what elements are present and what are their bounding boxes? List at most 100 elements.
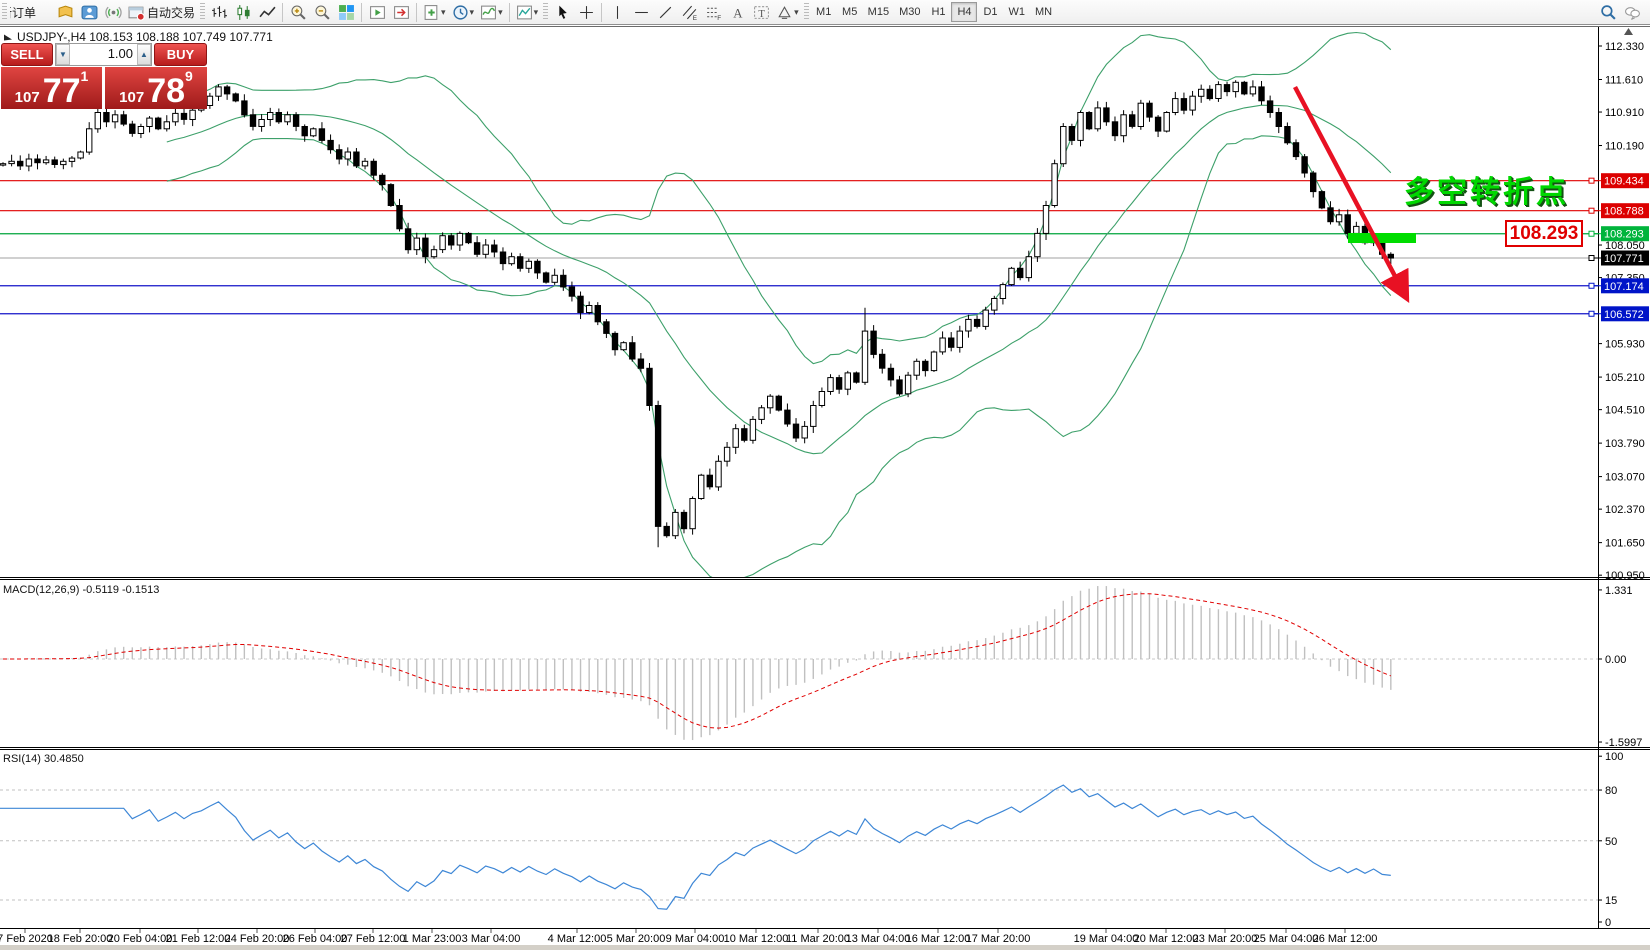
svg-text:0: 0: [1605, 917, 1611, 929]
title-arrow-icon: [4, 33, 12, 41]
chart-shift-marker: [1624, 28, 1633, 35]
zoom-out-icon[interactable]: [310, 1, 334, 23]
timeframe-M15[interactable]: M15: [863, 2, 894, 22]
toolbar-grip[interactable]: [200, 3, 206, 21]
timeframe-H4[interactable]: H4: [951, 2, 978, 22]
buy-price-main: 78: [147, 72, 186, 110]
chart-shift-icon[interactable]: [389, 1, 413, 23]
buy-price-button[interactable]: 107 78 9: [105, 67, 207, 109]
sell-price-handle: 107: [14, 89, 40, 106]
timeframe-M1[interactable]: M1: [811, 2, 837, 22]
auto-scroll-icon[interactable]: [365, 1, 389, 23]
autotrading-button[interactable]: 自动交易: [125, 1, 198, 23]
sell-price-button[interactable]: 107 77 1: [1, 67, 102, 109]
cursor-tool[interactable]: [550, 1, 574, 23]
trendline-tool[interactable]: [653, 1, 677, 23]
svg-text:1.331: 1.331: [1605, 585, 1633, 597]
bar-chart-icon[interactable]: [207, 1, 231, 23]
sell-price-pip: 1: [80, 68, 89, 84]
svg-text:108.050: 108.050: [1605, 240, 1645, 252]
svg-text:1 Mar 23:00: 1 Mar 23:00: [403, 933, 462, 945]
sell-button[interactable]: SELL: [1, 43, 53, 66]
sell-price-main: 77: [42, 72, 81, 110]
svg-text:13 Mar 04:00: 13 Mar 04:00: [846, 933, 911, 945]
search-icon[interactable]: [1596, 1, 1620, 23]
svg-text:112.330: 112.330: [1605, 41, 1644, 53]
annotation-text: 多空转折点: [1404, 176, 1569, 209]
price-badge: [1601, 306, 1649, 322]
rsi-label: RSI(14) 30.4850: [3, 753, 84, 765]
timeframe-H1[interactable]: H1: [925, 2, 951, 22]
svg-text:109.434: 109.434: [1604, 176, 1644, 188]
horizontal-line-tool[interactable]: [629, 1, 653, 23]
timeframe-bar: M1 M5 M15 M30 H1 H4 D1 W1 MN: [811, 2, 1057, 22]
timeframe-M30[interactable]: M30: [894, 2, 925, 22]
svg-text:0.00: 0.00: [1605, 654, 1626, 666]
buy-button[interactable]: BUY: [154, 43, 207, 66]
text-label-tool[interactable]: T: [749, 1, 773, 23]
price-badge: [1601, 226, 1649, 242]
timeframe-M5[interactable]: M5: [837, 2, 863, 22]
svg-text:18 Feb 20:00: 18 Feb 20:00: [48, 933, 113, 945]
toolbar-grip[interactable]: [543, 3, 549, 21]
svg-text:50: 50: [1605, 836, 1617, 848]
svg-text:103.070: 103.070: [1605, 472, 1645, 484]
svg-text:111.610: 111.610: [1605, 74, 1643, 86]
svg-text:-1.5997: -1.5997: [1605, 737, 1642, 749]
svg-text:100: 100: [1605, 751, 1623, 763]
svg-text:106.572: 106.572: [1604, 309, 1644, 321]
toolbar-grip[interactable]: [803, 3, 809, 21]
signal-icon[interactable]: [101, 1, 125, 23]
fibonacci-tool[interactable]: F: [701, 1, 725, 23]
timeframe-D1[interactable]: D1: [977, 2, 1003, 22]
volume-decrease-button[interactable]: ▼: [56, 44, 70, 65]
tile-windows-icon[interactable]: [334, 1, 358, 23]
timeframe-W1[interactable]: W1: [1003, 2, 1030, 22]
text-tool[interactable]: A: [725, 1, 749, 23]
price-callout: 108.293: [1505, 220, 1583, 247]
svg-text:17 Mar 20:00: 17 Mar 20:00: [966, 933, 1031, 945]
svg-text:9 Mar 04:00: 9 Mar 04:00: [666, 933, 725, 945]
volume-input[interactable]: 1.00: [107, 46, 133, 61]
templates-dropdown[interactable]: ▾: [513, 1, 542, 23]
candlestick-series: [0, 80, 1394, 548]
svg-text:27 Feb 12:00: 27 Feb 12:00: [341, 933, 406, 945]
arrows-dropdown[interactable]: ▾: [773, 1, 802, 23]
zoom-in-icon[interactable]: [286, 1, 310, 23]
navigator-icon[interactable]: [77, 1, 101, 23]
chart-title-text: USDJPY-,H4 108.153 108.188 107.749 107.7…: [17, 30, 273, 44]
highlight-rectangle: [1348, 233, 1416, 243]
svg-text:105.930: 105.930: [1605, 339, 1645, 351]
svg-text:T: T: [758, 8, 765, 19]
toolbar-grip[interactable]: [2, 3, 7, 21]
periods-dropdown[interactable]: ▾: [449, 1, 478, 23]
svg-text:21 Feb 12:00: 21 Feb 12:00: [166, 933, 231, 945]
svg-text:25 Mar 04:00: 25 Mar 04:00: [1254, 933, 1319, 945]
svg-text:20 Mar 12:00: 20 Mar 12:00: [1134, 933, 1199, 945]
chat-icon[interactable]: [1620, 1, 1644, 23]
svg-text:5 Mar 20:00: 5 Mar 20:00: [607, 933, 666, 945]
new-order-button[interactable]: 新订单: [9, 1, 53, 23]
svg-text:24 Feb 20:00: 24 Feb 20:00: [225, 933, 290, 945]
svg-text:20 Feb 04:00: 20 Feb 04:00: [108, 933, 173, 945]
line-chart-icon[interactable]: [255, 1, 279, 23]
svg-text:110.190: 110.190: [1605, 141, 1644, 153]
market-watch-icon[interactable]: [53, 1, 77, 23]
rsi-line: [0, 784, 1391, 910]
trend-arrow: [1293, 85, 1410, 303]
svg-text:108.788: 108.788: [1604, 206, 1644, 218]
price-badge: [1601, 203, 1649, 219]
vertical-line-tool[interactable]: [605, 1, 629, 23]
new-chart-dropdown[interactable]: ▾: [420, 1, 449, 23]
timeframe-MN[interactable]: MN: [1030, 2, 1057, 22]
svg-text:101.650: 101.650: [1605, 538, 1645, 550]
volume-increase-button[interactable]: ▲: [137, 44, 151, 65]
equidistant-channel-tool[interactable]: E: [677, 1, 701, 23]
svg-text:F: F: [717, 14, 721, 20]
indicators-dropdown[interactable]: ▾: [477, 1, 506, 23]
svg-text:103.790: 103.790: [1605, 438, 1645, 450]
candlestick-chart-icon[interactable]: [231, 1, 255, 23]
crosshair-tool[interactable]: [574, 1, 598, 23]
buy-price-handle: 107: [119, 89, 145, 106]
